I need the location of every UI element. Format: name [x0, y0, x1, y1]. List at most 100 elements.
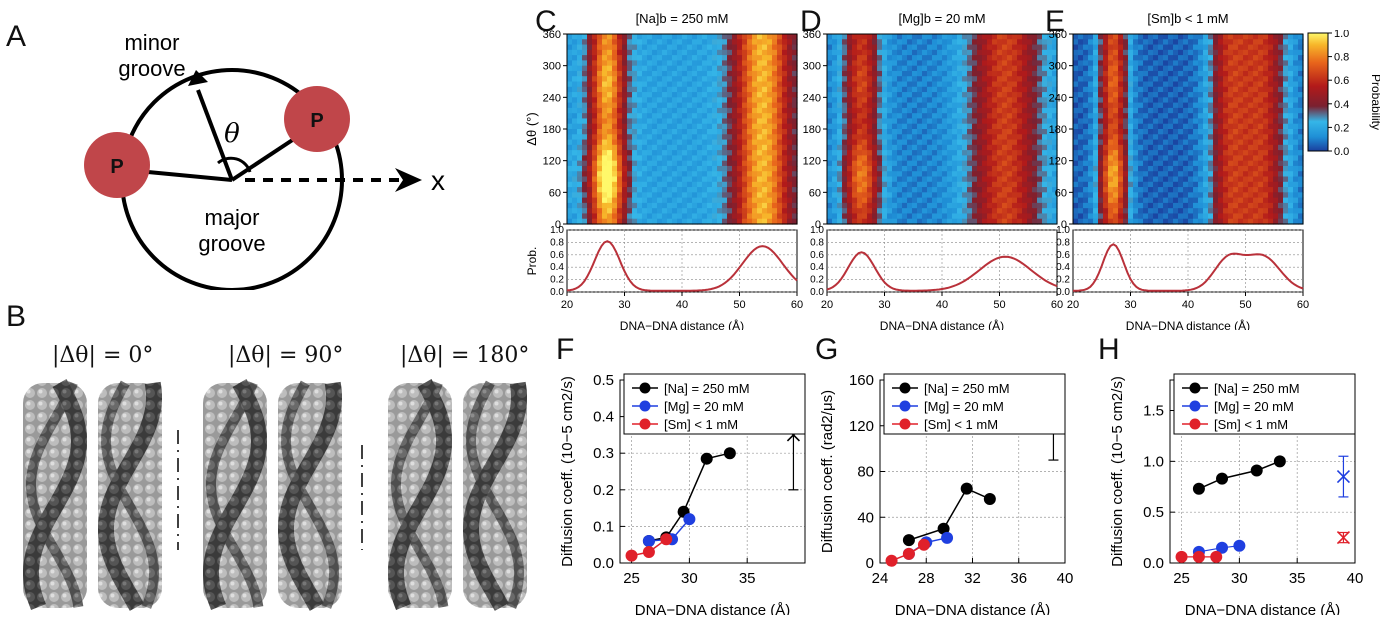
- legend-label-F-1: [Mg] = 20 mM: [664, 399, 744, 414]
- prob-ytick-0: 0.2: [550, 275, 564, 286]
- data-point-G-2: [902, 547, 915, 560]
- prob-ytick-0: 0.0: [550, 287, 564, 298]
- heatmap-ytick-0: 180: [543, 124, 561, 136]
- heatmap-ylabel: Δθ (°): [524, 112, 539, 145]
- xtick-H: 30: [1231, 570, 1248, 587]
- legend-label-H-2: [Sm] < 1 mM: [1214, 417, 1288, 432]
- prob-ytick-2: 0.6: [1056, 250, 1070, 261]
- prob-profile-2: 1.00.8 0.60.4 0.20.020 30 40 50 60: [1056, 225, 1309, 311]
- data-point-H-1: [1216, 541, 1229, 554]
- prob-ylabel: Prob.: [525, 247, 539, 276]
- heatmap-xlabel-2: DNA−DNA distance (Å): [1126, 318, 1250, 330]
- data-point-G-1: [941, 531, 954, 544]
- prob-ytick-0: 0.4: [550, 262, 564, 273]
- panel-label-g: G: [815, 333, 839, 366]
- colorbar-tick: 0.0: [1334, 146, 1349, 158]
- heatmap-xtick-0: 30: [618, 299, 630, 311]
- heatmap-ytick-2: 300: [1049, 61, 1067, 73]
- prob-ytick-2: 1.0: [1056, 225, 1070, 236]
- data-point-H-2: [1192, 550, 1205, 563]
- dna-helix-model-5: [463, 380, 527, 611]
- ytick-F: 0.3: [593, 445, 614, 462]
- prob-curve-2: [1073, 243, 1304, 292]
- prob-profile-1: 1.00.8 0.60.4 0.20.020 30 40 50 60: [810, 225, 1063, 311]
- heatmap-xtick-0: 20: [561, 299, 573, 311]
- heatmap-xtick-2: 20: [1067, 299, 1079, 311]
- panel-b-label-0: |Δθ| = 0°: [52, 343, 154, 368]
- heatmap-xtick-1: 60: [1051, 299, 1063, 311]
- data-point-G-0: [902, 534, 915, 547]
- heatmap-panel-2: [Sm]b < 1 mM3603002401801206001.00.80.60…: [1049, 11, 1309, 330]
- legend-label-G-1: [Mg] = 20 mM: [924, 399, 1004, 414]
- ytick-H: 1.5: [1143, 403, 1164, 420]
- ytick-G: 40: [857, 509, 874, 526]
- colorbar-tick: 0.8: [1334, 52, 1349, 64]
- phosphate-left: [84, 132, 150, 198]
- heatmap-xtick-0: 60: [791, 299, 803, 311]
- heatmap-ytick-2: 120: [1049, 156, 1067, 168]
- line-chart-H: 25 30 35 40 0.0 0.5 1.0 1.5 DNA−DNA distance (Å)…: [1109, 373, 1363, 615]
- xtick-G: 24: [872, 570, 889, 587]
- data-point-F-2: [625, 549, 638, 562]
- prob-ytick-0: 1.0: [550, 225, 564, 236]
- data-point-H-2: [1210, 550, 1223, 563]
- heatmap-ytick-2: 60: [1055, 187, 1067, 199]
- prob-ytick-1: 0.6: [810, 250, 824, 261]
- theta-arc: [217, 156, 252, 173]
- heatmap-ytick-1: 0: [815, 219, 821, 231]
- phosphate-left-label: P: [110, 156, 123, 178]
- data-point-G-2: [917, 538, 930, 551]
- ylabel-G: Diffusion coeff. (rad2/μs): [819, 390, 836, 553]
- heatmap-xtick-1: 30: [878, 299, 890, 311]
- xtick-G: 32: [964, 570, 981, 587]
- heatmap-xtick-0: 40: [676, 299, 688, 311]
- xlabel-H: DNA−DNA distance (Å): [1185, 602, 1340, 615]
- heatmap-ytick-1: 360: [803, 29, 821, 41]
- x-axis-label: x: [431, 165, 445, 196]
- line-chart-F: 25 30 35 0.0 0.1 0.2 0.3 0.4 0.5 DNA−DNA distance…: [559, 372, 806, 615]
- heatmap-xtick-2: 40: [1182, 299, 1194, 311]
- prob-ytick-2: 0.8: [1056, 237, 1070, 248]
- xtick-F: 25: [623, 570, 640, 587]
- prob-profile-0: 1.00.8 0.60.4 0.20.020 30 40 50 60: [550, 225, 803, 311]
- ylabel-F: Diffusion coeff. (10−5 cm2/s): [559, 376, 576, 567]
- data-point-G-2: [885, 554, 898, 567]
- legend-label-H-0: [Na] = 250 mM: [1214, 381, 1300, 396]
- minor-groove-label-2: groove: [118, 56, 185, 81]
- bulk-value-H-1: [1336, 455, 1351, 498]
- panel-b-label-90: |Δθ| = 90°: [228, 343, 344, 368]
- data-point-H-0: [1216, 472, 1229, 485]
- minor-groove-arrow-head: [188, 70, 208, 86]
- prob-ytick-2: 0.4: [1056, 262, 1070, 273]
- phosphate-right-label: P: [310, 110, 323, 132]
- legend-marker-F-1: [639, 400, 651, 412]
- heatmap-xtick-1: 20: [821, 299, 833, 311]
- prob-curve-1: [826, 251, 1058, 292]
- heatmap-ytick-0: 300: [543, 61, 561, 73]
- data-point-H-2: [1175, 550, 1188, 563]
- ytick-F: 0.1: [593, 518, 614, 535]
- heatmap-ytick-2: 0: [1061, 219, 1067, 231]
- legend-marker-F-0: [639, 382, 651, 394]
- heatmap-ytick-0: 240: [543, 92, 561, 104]
- xtick-H: 35: [1289, 570, 1306, 587]
- xtick-F: 35: [739, 570, 756, 587]
- x-axis-arrow-head: [395, 168, 422, 192]
- legend-marker-G-1: [899, 400, 911, 412]
- data-point-G-0: [983, 492, 996, 505]
- dna-helix-model-0: [23, 379, 87, 610]
- phosphate-right: [284, 86, 350, 152]
- dna-helix-model-1: [98, 380, 162, 611]
- prob-ytick-0: 0.8: [550, 237, 564, 248]
- panel-label-e: E: [1045, 5, 1066, 38]
- legend-label-F-2: [Sm] < 1 mM: [664, 417, 738, 432]
- ytick-G: 0: [866, 555, 874, 572]
- heatmap-ytick-2: 180: [1049, 124, 1067, 136]
- panel-label-d: D: [800, 5, 822, 38]
- legend-label-G-0: [Na] = 250 mM: [924, 381, 1010, 396]
- heatmap-cells-2: [1073, 34, 1304, 225]
- series-line-G-0: [908, 487, 991, 541]
- heatmap-ytick-1: 120: [803, 156, 821, 168]
- colorbar-gradient: [1307, 32, 1329, 152]
- ytick-H: 0.0: [1143, 555, 1164, 572]
